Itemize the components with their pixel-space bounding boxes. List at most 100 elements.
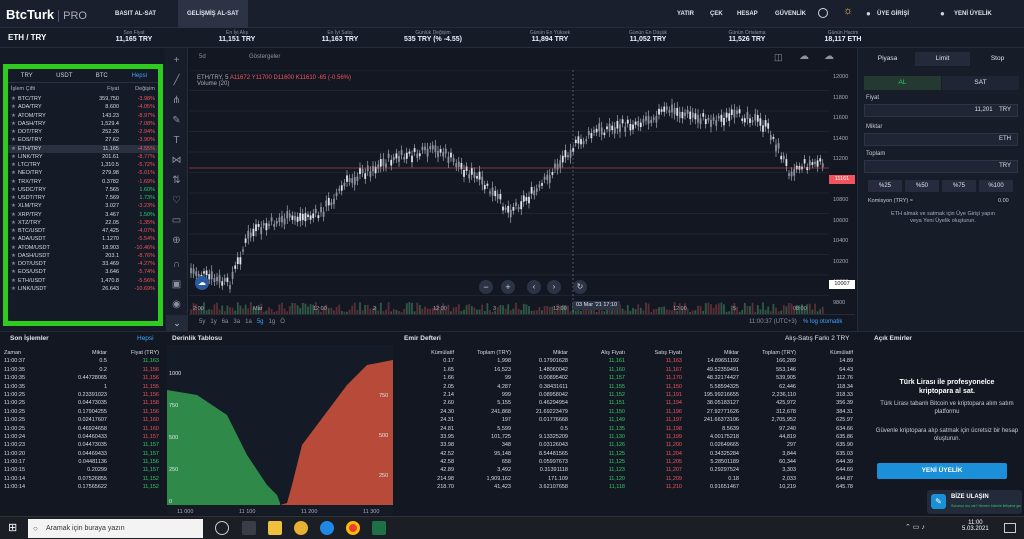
- market-row[interactable]: ★ ATOM/USDT 18.903 -10.46%: [11, 244, 155, 251]
- globe-icon[interactable]: [818, 8, 828, 18]
- orderbook-row[interactable]: 2.05 4,287 0.38431611 11,155 11,150 5.5859432…: [443, 383, 853, 390]
- reset-chart-icon[interactable]: ↻: [573, 280, 587, 294]
- magnet-icon[interactable]: ∩: [172, 259, 181, 270]
- favorite-star-icon[interactable]: ★: [11, 153, 16, 160]
- notification-icon[interactable]: [1004, 523, 1016, 533]
- login-link[interactable]: ÜYE GİRİŞİ: [877, 11, 910, 17]
- collapse-chevron-icon[interactable]: ⌄: [166, 315, 188, 331]
- contact-widget[interactable]: ✎ BİZE ULAŞIN Sorunuz mu var? Hemen bizi…: [927, 490, 1022, 514]
- advanced-trade-tab[interactable]: GELİŞMİŞ AL-SAT: [178, 0, 248, 28]
- trades-filter[interactable]: Hepsi: [137, 335, 154, 342]
- favorite-star-icon[interactable]: ★: [11, 261, 16, 267]
- market-row[interactable]: ★ NEO/TRY 279.98 -5.01%: [11, 170, 155, 177]
- favorite-star-icon[interactable]: ★: [11, 170, 16, 177]
- orderbook-row[interactable]: 24.81 5,599 0.5 11,135 11,198 8.5639 97,240 634…: [440, 425, 853, 432]
- scale-options[interactable]: % log otomatik: [803, 319, 843, 325]
- favorite-star-icon[interactable]: ★: [11, 162, 16, 168]
- taskbar-clock[interactable]: 11:00 5.03.2021: [962, 520, 989, 532]
- taskbar-search[interactable]: Aramak için buraya yazın: [28, 519, 203, 538]
- price-axis[interactable]: 1200011800116001140011200110001080010600…: [829, 70, 855, 314]
- market-row[interactable]: ★ USDC/TRY 7.565 1.60%: [11, 186, 155, 193]
- pair-title[interactable]: ETH / TRY: [8, 33, 47, 42]
- header-price[interactable]: Fiyat: [107, 86, 119, 92]
- chrome-icon[interactable]: [346, 521, 360, 535]
- account-link[interactable]: HESAP: [737, 11, 758, 17]
- orderbook-row[interactable]: 33.95 101,725 9.13325209 11,130 11,199 4.0017…: [440, 433, 853, 440]
- tab-usdt[interactable]: USDT: [56, 73, 73, 79]
- market-row[interactable]: ★ ATOM/TRY 143.23 -8.97%: [11, 112, 155, 119]
- cloud-icon[interactable]: ☁: [799, 51, 809, 62]
- orderbook-row[interactable]: 1.66 99 0.00895402 11,157 11,170 48.32174427 5…: [443, 375, 853, 382]
- security-link[interactable]: GÜVENLİK: [775, 11, 807, 17]
- scroll-left-icon[interactable]: ‹: [527, 280, 541, 294]
- ruler-icon[interactable]: ▭: [171, 215, 182, 226]
- trend-line-icon[interactable]: ╱: [173, 75, 180, 86]
- pct-75-button[interactable]: %75: [942, 180, 976, 192]
- orderbook-row[interactable]: 24.31 197 0.01776668 11,149 11,197 241.663731…: [440, 417, 853, 424]
- orderbook-row[interactable]: 1.65 16,523 1.48060042 11,160 11,167 49.52359…: [443, 366, 853, 373]
- favorite-star-icon[interactable]: ★: [11, 211, 16, 218]
- market-row[interactable]: ★ XTZ/TRY 22.05 -1.35%: [11, 219, 155, 226]
- market-row[interactable]: ★ DOT/TRY 252.26 -2.94%: [11, 129, 155, 135]
- zoom-out-icon[interactable]: −: [479, 280, 493, 294]
- app-icon[interactable]: [294, 521, 308, 535]
- orderbook-row[interactable]: 42.89 3,492 0.31391118 11,123 11,207 0.292975…: [440, 467, 853, 474]
- forecast-icon[interactable]: ⇅: [172, 175, 181, 186]
- orderbook-row[interactable]: 0.17 1,998 0.17901628 11,161 11,163 14.896511…: [443, 358, 853, 365]
- favorite-star-icon[interactable]: ★: [11, 228, 16, 234]
- lock-icon[interactable]: ▣: [171, 279, 182, 290]
- market-row[interactable]: ★ BTC/TRY 359,750 -3.98%: [11, 96, 155, 102]
- tab-market-order[interactable]: Piyasa: [877, 55, 898, 62]
- favorite-star-icon[interactable]: ★: [11, 252, 16, 259]
- market-row[interactable]: ★ ETH/USDT 1,470.8 -5.56%: [11, 277, 155, 284]
- favorite-star-icon[interactable]: ★: [11, 285, 16, 292]
- favorite-star-icon[interactable]: ★: [11, 203, 16, 210]
- orderbook-row[interactable]: 2.14 999 0.08958042 11,152 11,191 195.9921665…: [443, 391, 853, 398]
- orderbook-row[interactable]: 24.30 241,868 21.69223479 11,150 11,196 27.92…: [440, 408, 853, 415]
- total-input[interactable]: TRY: [864, 160, 1018, 173]
- favorite-star-icon[interactable]: ★: [11, 277, 16, 284]
- favorite-star-icon[interactable]: ★: [11, 236, 16, 243]
- spread-selector[interactable]: Alış-Satış Farkı 2 TRY: [785, 335, 850, 342]
- market-row[interactable]: ★ DASH/USDT 203.1 -8.76%: [11, 252, 155, 259]
- market-row[interactable]: ★ EOS/TRY 27.62 -3.90%: [11, 137, 155, 144]
- market-row[interactable]: ★ ADA/TRY 8.600 -4.05%: [11, 104, 155, 111]
- market-row[interactable]: ★ ADA/USDT 1.1270 -5.54%: [11, 236, 155, 243]
- favorite-star-icon[interactable]: ★: [11, 96, 16, 102]
- deposit-link[interactable]: YATIR: [677, 11, 695, 17]
- market-row[interactable]: ★ TRX/TRY 0.3782 -1.69%: [11, 178, 155, 185]
- orderbook-row[interactable]: 2.60 5,155 0.46294954 11,151 11,194 38.051831…: [443, 400, 853, 407]
- favorite-star-icon[interactable]: ★: [11, 186, 16, 193]
- favorite-star-icon[interactable]: ★: [11, 269, 16, 276]
- windows-start-icon[interactable]: ⊞: [8, 522, 18, 534]
- market-row[interactable]: ★ DASH/TRY 1,529.4 -7.08%: [11, 120, 155, 127]
- header-pair[interactable]: İşlem Çifti: [11, 86, 36, 92]
- favorite-star-icon[interactable]: ★: [11, 129, 16, 135]
- cloud-badge-icon[interactable]: ☁: [195, 276, 209, 290]
- favorite-star-icon[interactable]: ★: [11, 145, 16, 152]
- orderbook-row[interactable]: 214.98 1,909,162 171.109 11,120 11,209 0.18 2,…: [437, 475, 853, 482]
- edge-icon[interactable]: [320, 521, 334, 535]
- brush-icon[interactable]: ✎: [172, 115, 181, 126]
- register-link[interactable]: YENİ ÜYELİK: [954, 11, 992, 17]
- market-row[interactable]: ★ EOS/USDT 3.646 -5.74%: [11, 269, 155, 276]
- cortana-icon[interactable]: [215, 521, 229, 535]
- cloud-download-icon[interactable]: ☁: [824, 51, 834, 62]
- pct-50-button[interactable]: %50: [905, 180, 939, 192]
- market-row[interactable]: ★ LTC/TRY 1,310.5 -5.72%: [11, 162, 155, 168]
- favorite-star-icon[interactable]: ★: [11, 178, 16, 185]
- tab-try[interactable]: TRY: [20, 73, 33, 79]
- login-note[interactable]: ETH almak ve satmak için Üye Girişi yapı…: [891, 211, 995, 224]
- zoom-in-button-icon[interactable]: +: [501, 280, 515, 294]
- file-explorer-icon[interactable]: [268, 521, 282, 535]
- excel-icon[interactable]: [372, 521, 386, 535]
- simple-trade-tab[interactable]: BASIT AL-SAT: [115, 11, 156, 17]
- favorite-star-icon[interactable]: ★: [11, 195, 16, 201]
- register-button[interactable]: YENİ ÜYELİK: [877, 463, 1007, 479]
- price-chart[interactable]: 5d Göstergeler ◫ ☁ ☁ ETH/TRY, 5 A11672 Y…: [189, 48, 855, 331]
- favorite-star-icon[interactable]: ★: [11, 137, 16, 144]
- orderbook-row[interactable]: 42.58 658 0.05997673 11,125 11,205 5.28501189…: [440, 459, 853, 466]
- orderbook-row[interactable]: 33.98 348 0.03126043 11,126 11,200 0.02649665…: [440, 442, 853, 449]
- pattern-icon[interactable]: ⋈: [171, 155, 182, 166]
